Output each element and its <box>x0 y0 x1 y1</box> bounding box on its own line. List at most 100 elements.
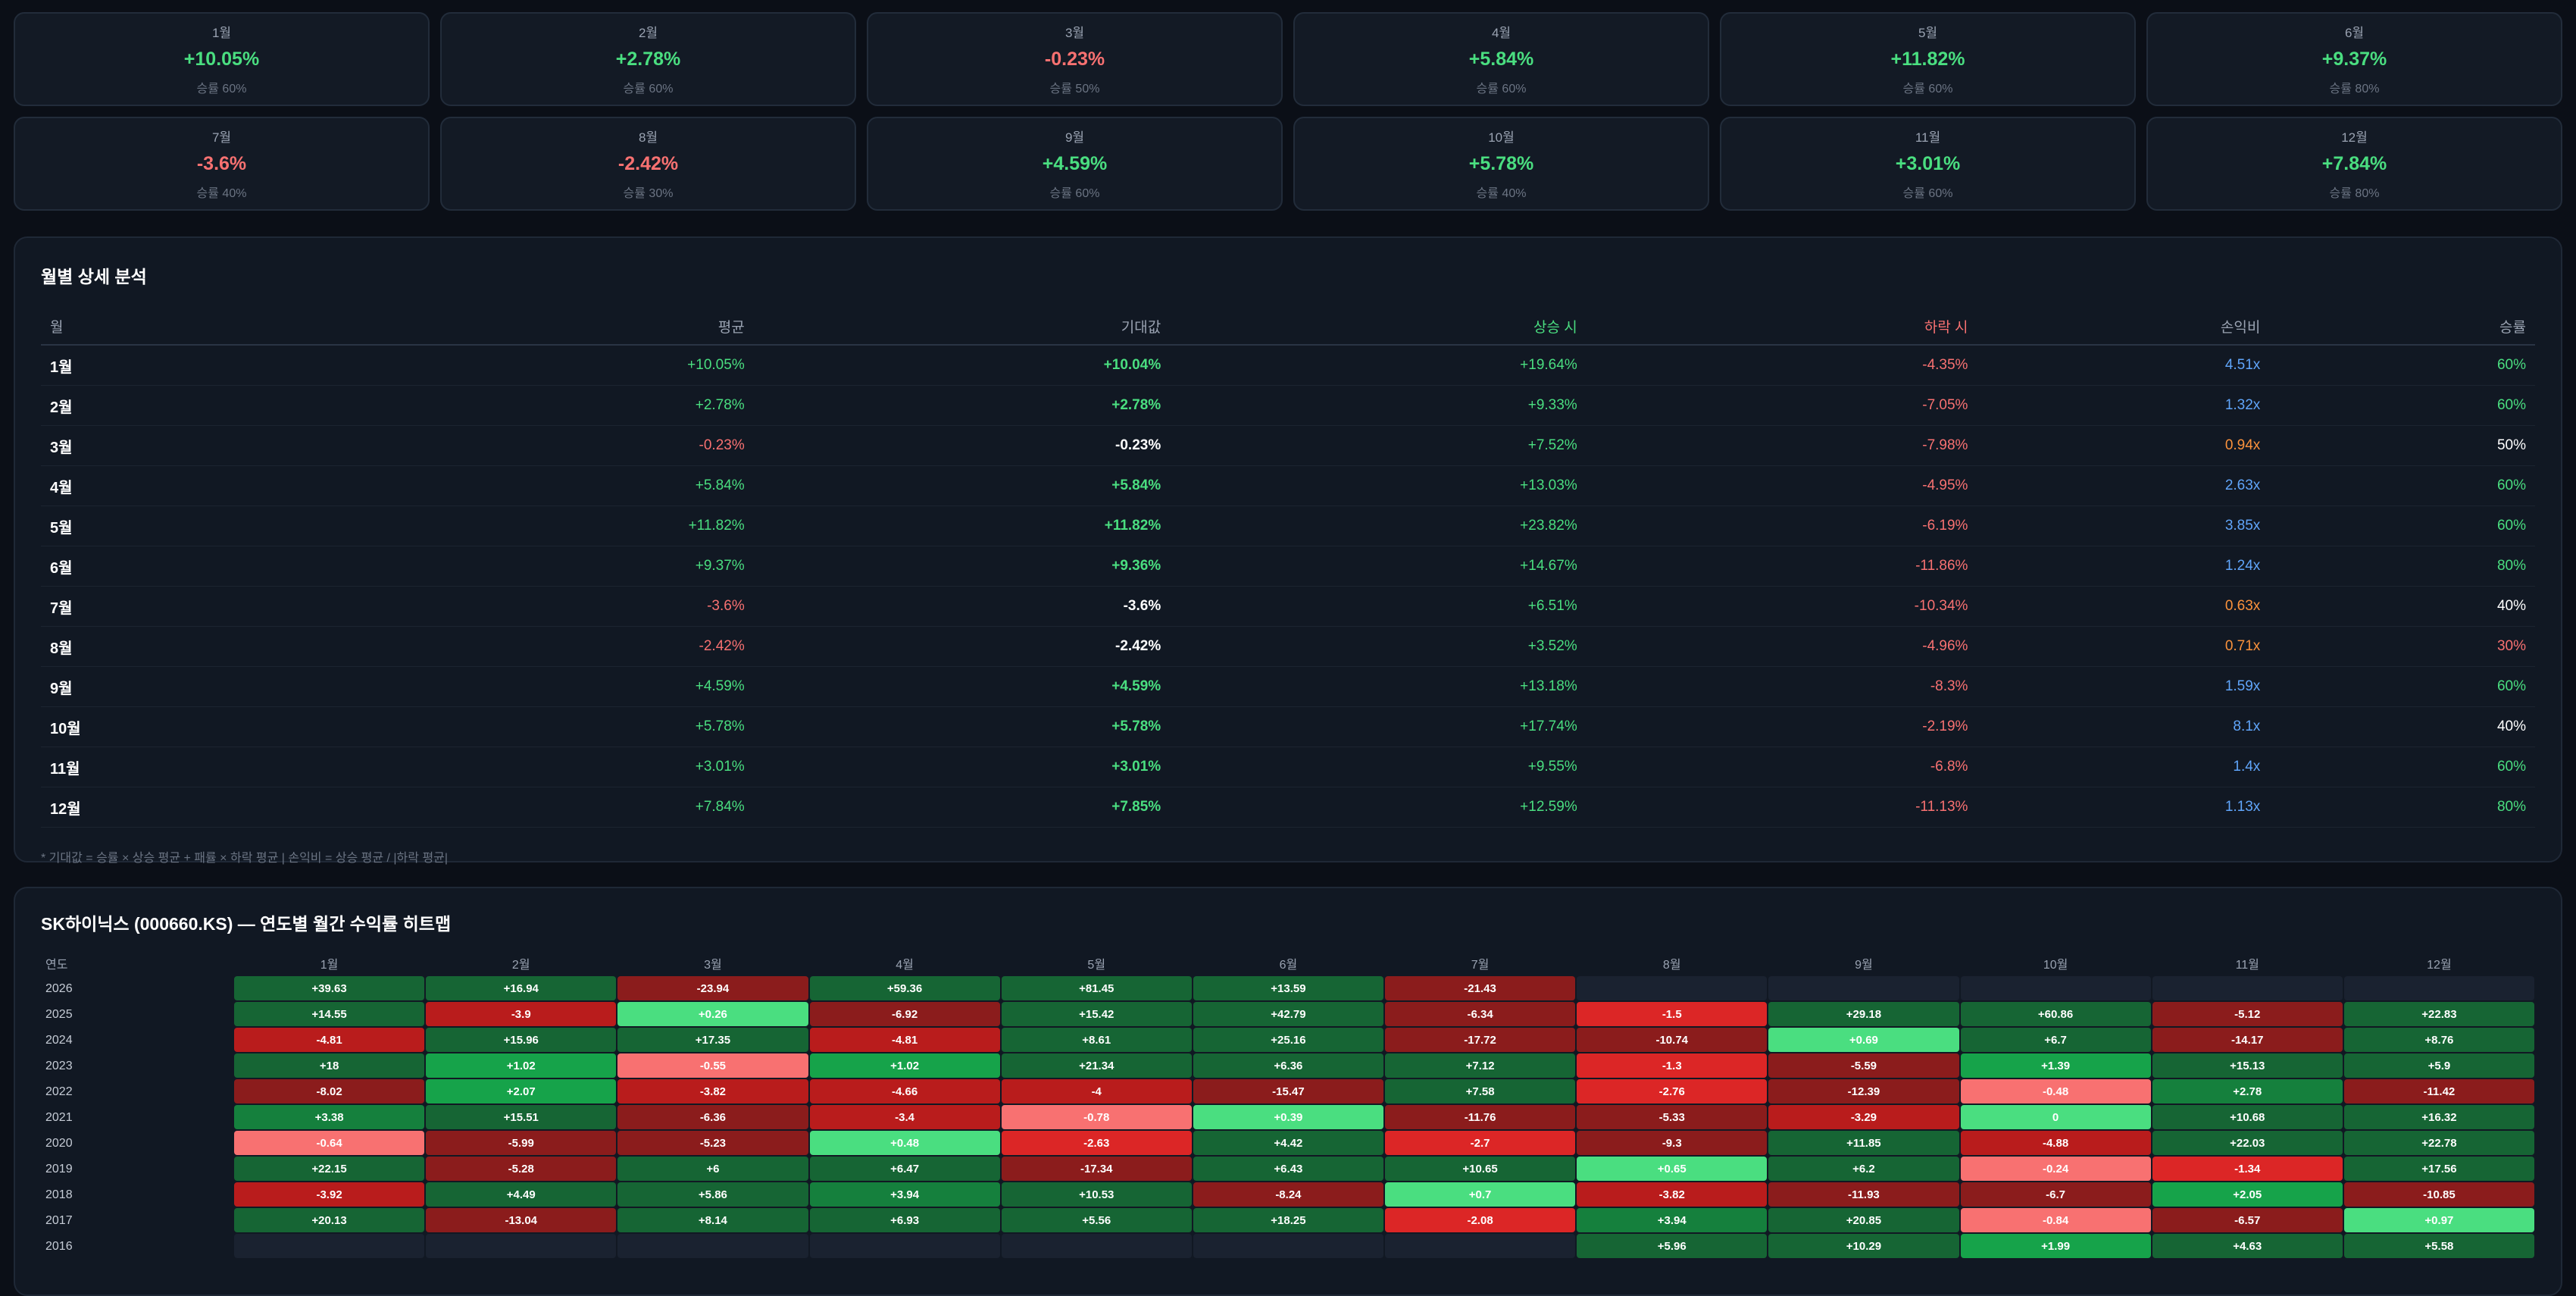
month-card-winrate: 승률 60% <box>1049 187 1100 200</box>
heatmap-cell: +1.39 <box>1960 1053 2151 1078</box>
heatmap-title: SK하이닉스 (000660.KS) — 연도별 월간 수익률 히트맵 <box>41 914 452 934</box>
detail-value-cell: +2.78% <box>329 385 746 426</box>
heatmap-cell: +21.34 <box>1001 1053 1192 1078</box>
heatmap-cell: -1.5 <box>1577 1002 1768 1026</box>
detail-value-cell: 30% <box>2261 626 2535 667</box>
detail-value-cell: +17.74% <box>1161 706 1578 747</box>
heatmap-cell: +22.15 <box>234 1157 425 1181</box>
detail-value-cell: -4.96% <box>1577 626 1969 667</box>
month-card-label: 11월 <box>1915 130 1941 145</box>
month-card-return: -3.6% <box>196 153 247 174</box>
heatmap-cell: -4.88 <box>1960 1131 2151 1155</box>
heatmap-cell <box>2152 976 2343 1000</box>
month-card-return: +2.78% <box>615 49 681 70</box>
heatmap-year-label: 2021 <box>45 1111 73 1124</box>
heatmap-cell: +7.12 <box>1385 1053 1576 1078</box>
detail-row: 12월 +7.84% +7.85% +12.59% -11.13% 1.13x 80% <box>41 787 2535 828</box>
monthly-summary-cards: 1월 +10.05% 승률 60% 2월 +2.78% 승률 60% 3월 -0.23% 승률 … <box>14 12 2562 211</box>
detail-month-cell: 10월 <box>41 706 330 747</box>
heatmap-cell: -5.23 <box>617 1131 808 1155</box>
detail-value-cell: +2.78% <box>745 385 1162 426</box>
detail-value-cell: +13.03% <box>1161 465 1578 506</box>
month-card-label: 6월 <box>2344 26 2365 40</box>
detail-value-cell: -11.86% <box>1577 546 1969 587</box>
heatmap-cell: -1.34 <box>2152 1157 2343 1181</box>
detail-month-cell: 8월 <box>41 626 330 667</box>
month-card: 3월 -0.23% 승률 50% <box>867 12 1283 106</box>
heatmap-cell: +4.42 <box>1193 1131 1383 1155</box>
detail-value-cell: 60% <box>2261 506 2535 546</box>
month-card-label: 7월 <box>211 130 232 145</box>
heatmap-month-header: 12월 <box>2427 959 2452 972</box>
month-card-return: +9.37% <box>2321 49 2387 70</box>
heatmap-cell: +6.7 <box>1960 1028 2151 1052</box>
detail-value-cell: -6.8% <box>1577 747 1969 787</box>
month-card-label: 4월 <box>1491 26 1512 40</box>
heatmap-cell: +1.02 <box>426 1053 617 1078</box>
detail-value-cell: +13.18% <box>1161 666 1578 707</box>
heatmap-cell: -8.24 <box>1193 1182 1383 1207</box>
heatmap-cell: -3.92 <box>234 1182 425 1207</box>
detail-row: 11월 +3.01% +3.01% +9.55% -6.8% 1.4x 60% <box>41 747 2535 787</box>
detail-value-cell: +3.52% <box>1161 626 1578 667</box>
detail-value-cell: -11.13% <box>1577 787 1969 828</box>
detail-value-cell: +4.59% <box>745 666 1162 707</box>
heatmap-cell: +59.36 <box>809 976 1000 1000</box>
detail-value-cell: -6.19% <box>1577 506 1969 546</box>
heatmap-cell: +0.97 <box>2343 1208 2534 1232</box>
detail-value-cell: -2.42% <box>329 626 746 667</box>
heatmap-cell: +6.2 <box>1768 1157 1959 1181</box>
heatmap-cell: +8.76 <box>2343 1028 2534 1052</box>
heatmap-cell: +15.42 <box>1001 1002 1192 1026</box>
detail-row: 9월 +4.59% +4.59% +13.18% -8.3% 1.59x 60% <box>41 666 2535 707</box>
detail-header-cell: 상승 시 <box>1161 308 1578 346</box>
heatmap-cell: +13.59 <box>1193 976 1383 1000</box>
detail-value-cell: +6.51% <box>1161 586 1578 627</box>
detail-value-cell: 60% <box>2261 465 2535 506</box>
heatmap-cell: -9.3 <box>1577 1131 1768 1155</box>
heatmap-month-header: 9월 <box>1855 959 1873 972</box>
month-card: 2월 +2.78% 승률 60% <box>440 12 856 106</box>
heatmap-month-header: 1월 <box>320 959 339 972</box>
heatmap-cell: -23.94 <box>617 976 808 1000</box>
detail-value-cell: 1.24x <box>1968 546 2262 587</box>
detail-value-cell: 8.1x <box>1968 706 2262 747</box>
heatmap-month-header: 2월 <box>511 959 530 972</box>
heatmap-cell: +25.16 <box>1193 1028 1383 1052</box>
heatmap-cell: 0 <box>1960 1105 2151 1129</box>
month-card-label: 8월 <box>638 130 658 145</box>
heatmap-year-label: 2025 <box>45 1008 73 1021</box>
detail-value-cell: 40% <box>2261 586 2535 627</box>
heatmap-year-label: 2019 <box>45 1163 73 1175</box>
heatmap-month-header: 8월 <box>1662 959 1681 972</box>
heatmap-cell: -2.08 <box>1385 1208 1576 1232</box>
month-card: 9월 +4.59% 승률 60% <box>867 117 1283 211</box>
heatmap-year-label: 2020 <box>45 1137 73 1150</box>
heatmap-cell <box>2343 976 2534 1000</box>
month-card-winrate: 승률 50% <box>1049 83 1100 95</box>
heatmap-cell: -1.3 <box>1577 1053 1768 1078</box>
heatmap-cell: +6.93 <box>809 1208 1000 1232</box>
detail-value-cell: +10.05% <box>329 345 746 386</box>
heatmap-cell: +22.78 <box>2343 1131 2534 1155</box>
heatmap-cell: -4.66 <box>809 1079 1000 1103</box>
month-card-return: +10.05% <box>183 49 260 70</box>
heatmap-cell: +4.49 <box>426 1182 617 1207</box>
heatmap-cell <box>1193 1234 1383 1258</box>
heatmap-year-label: 2024 <box>45 1034 73 1047</box>
heatmap-month-header: 5월 <box>1087 959 1106 972</box>
detail-month-cell: 5월 <box>41 506 330 546</box>
month-card-return: -2.42% <box>617 153 679 174</box>
heatmap-cell: +8.61 <box>1001 1028 1192 1052</box>
detail-month-cell: 9월 <box>41 666 330 707</box>
heatmap-cell: -6.34 <box>1385 1002 1576 1026</box>
heatmap-cell: -5.12 <box>2152 1002 2343 1026</box>
heatmap-cell: +81.45 <box>1001 976 1192 1000</box>
heatmap-cell: +29.18 <box>1768 1002 1959 1026</box>
heatmap-cell: +5.9 <box>2343 1053 2534 1078</box>
month-card-label: 9월 <box>1064 130 1085 145</box>
month-card-return: +5.84% <box>1468 49 1534 70</box>
heatmap-cell: -0.55 <box>617 1053 808 1078</box>
detail-value-cell: +4.59% <box>329 666 746 707</box>
heatmap-year-header: 연도 <box>45 959 68 972</box>
